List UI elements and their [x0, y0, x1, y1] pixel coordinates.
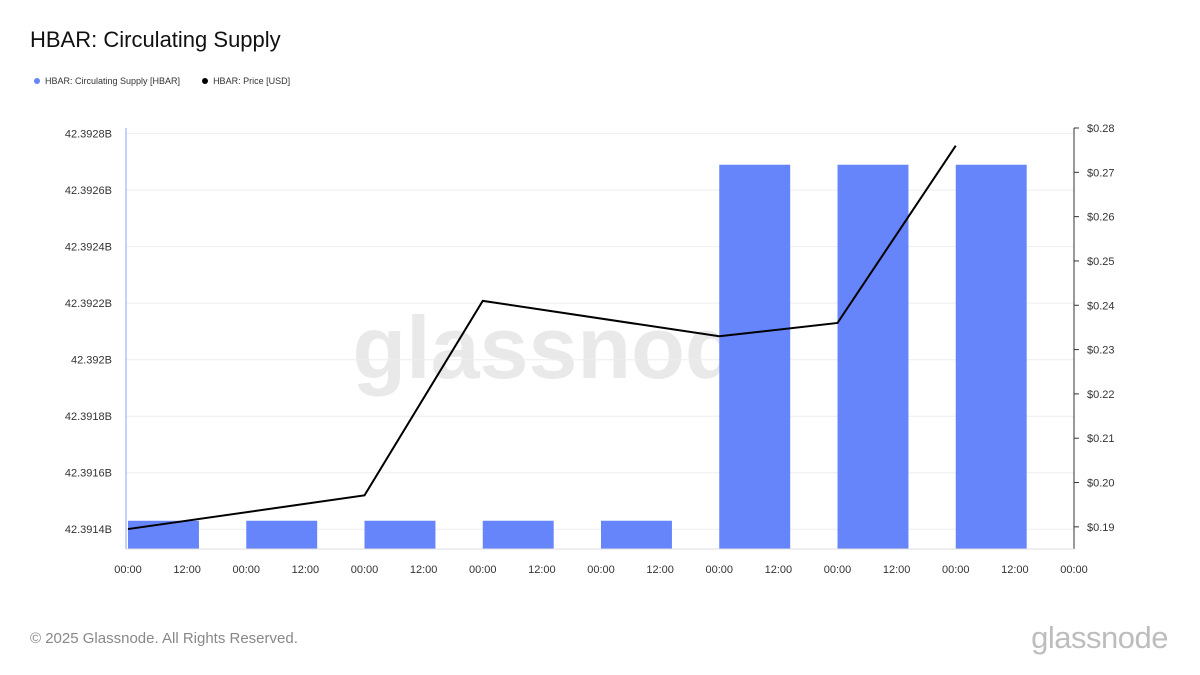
x-tick-label-2: 00:00	[232, 564, 260, 576]
bar-7	[955, 164, 1027, 549]
right-tick-label-6: $0.25	[1087, 256, 1115, 268]
right-tick-label-0: $0.19	[1087, 522, 1115, 534]
left-tick-label-1: 42.3916B	[65, 468, 112, 480]
left-tick-label-7: 42.3928B	[65, 129, 112, 141]
legend-label-price: HBAR: Price [USD]	[213, 76, 291, 86]
axes	[125, 128, 1075, 550]
bar-0	[128, 520, 199, 549]
left-tick-label-5: 42.3924B	[65, 242, 112, 254]
legend-swatch-supply	[34, 78, 40, 84]
bar-6	[837, 164, 909, 549]
x-tick-label-10: 00:00	[705, 564, 733, 576]
x-tick-label-1: 12:00	[173, 564, 201, 576]
x-tick-label-16: 00:00	[1060, 564, 1088, 576]
bar-1	[246, 520, 318, 549]
bar-5	[719, 164, 791, 549]
legend-item-supply[interactable]: HBAR: Circulating Supply [HBAR]	[34, 76, 180, 86]
x-tick-label-5: 12:00	[410, 564, 438, 576]
right-tick-label-8: $0.27	[1087, 167, 1115, 179]
x-tick-label-8: 00:00	[587, 564, 615, 576]
price-series	[127, 145, 957, 531]
legend-label-supply: HBAR: Circulating Supply [HBAR]	[45, 76, 181, 86]
x-tick-label-9: 12:00	[646, 564, 674, 576]
legend-item-price[interactable]: HBAR: Price [USD]	[202, 76, 290, 86]
left-tick-label-0: 42.3914B	[65, 524, 112, 536]
right-tick-label-1: $0.20	[1087, 478, 1115, 490]
right-tick-label-7: $0.26	[1087, 212, 1115, 224]
left-tick-label-4: 42.3922B	[65, 298, 112, 310]
x-tick-label-12: 00:00	[824, 564, 852, 576]
gridlines	[126, 133, 1074, 530]
x-tick-label-7: 12:00	[528, 564, 556, 576]
right-tick-label-2: $0.21	[1087, 433, 1115, 445]
left-axis: 42.3914B 42.3916B 42.3918B 42.392B 42.3922B 4…	[65, 129, 112, 537]
x-tick-label-13: 12:00	[883, 564, 911, 576]
bars-series	[128, 164, 1027, 549]
chart-title: HBAR: Circulating Supply	[30, 27, 281, 52]
glassnode-logo: glassnode	[1031, 620, 1168, 655]
x-tick-label-0: 00:00	[114, 564, 142, 576]
x-tick-label-11: 12:00	[765, 564, 793, 576]
x-tick-label-15: 12:00	[1001, 564, 1029, 576]
price-line	[127, 145, 957, 531]
right-tick-label-9: $0.28	[1087, 123, 1115, 135]
x-axis: 00:00 12:00 00:00 12:00 00:00 12:00 00:00 12:00…	[114, 564, 1088, 576]
right-tick-label-4: $0.23	[1087, 345, 1115, 357]
right-tick-label-3: $0.22	[1087, 389, 1115, 401]
legend-swatch-price	[202, 78, 209, 84]
bar-3	[482, 520, 554, 549]
right-tick-label-5: $0.24	[1087, 300, 1115, 312]
left-tick-label-3: 42.392B	[71, 355, 112, 367]
x-tick-label-3: 12:00	[292, 564, 320, 576]
x-tick-label-4: 00:00	[351, 564, 379, 576]
copyright-text: © 2025 Glassnode. All Rights Reserved.	[30, 630, 298, 647]
x-tick-label-14: 00:00	[942, 564, 970, 576]
legend: HBAR: Circulating Supply [HBAR] HBAR: Pr…	[34, 76, 290, 86]
bar-4	[601, 520, 672, 549]
left-tick-label-6: 42.3926B	[65, 185, 112, 197]
x-tick-label-6: 00:00	[469, 564, 497, 576]
right-axis: $0.19 $0.20 $0.21 $0.22 $0.23 $0.24 $0.25 $0.26…	[1074, 123, 1115, 534]
left-tick-label-2: 42.3918B	[65, 411, 112, 423]
bar-2	[364, 520, 436, 549]
